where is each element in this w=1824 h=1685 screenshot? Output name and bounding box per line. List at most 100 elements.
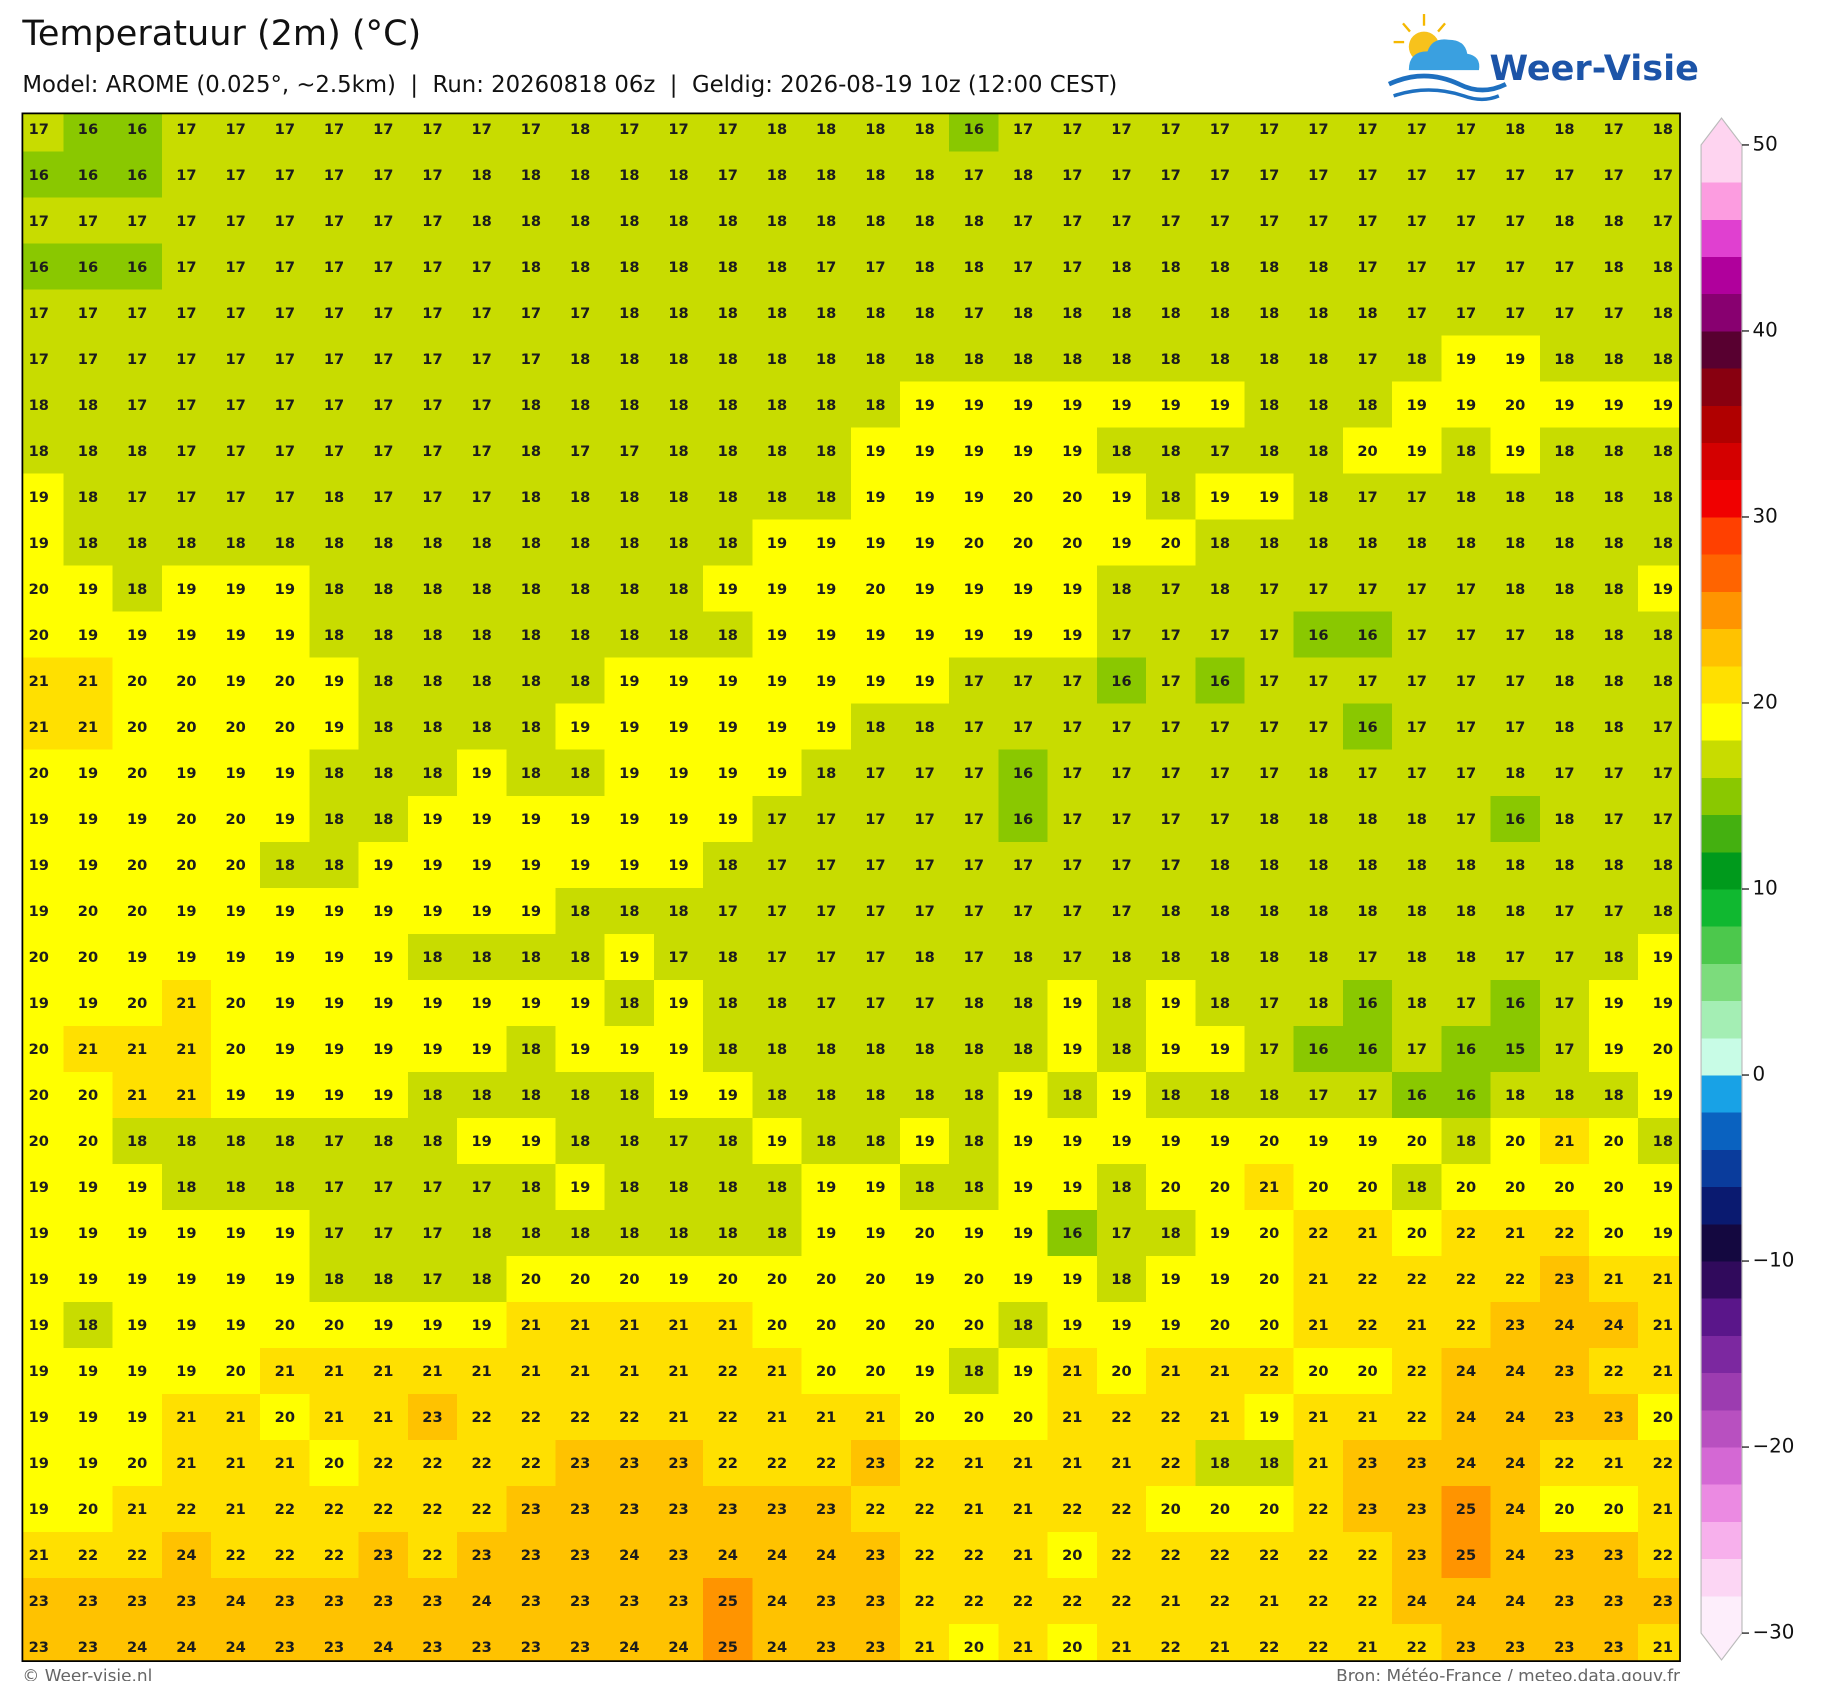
temperature-cell [358, 1485, 409, 1533]
colorbar-band [1701, 368, 1742, 406]
temperature-cell [1539, 289, 1590, 337]
temperature-label: 19 [472, 1041, 492, 1058]
temperature-cell [1539, 887, 1590, 935]
temperature-label: 17 [1210, 765, 1230, 782]
temperature-label: 20 [816, 1271, 836, 1288]
temperature-cell [260, 749, 311, 797]
temperature-cell [1490, 841, 1541, 889]
logo-cloud [1408, 39, 1480, 71]
temperature-cell [22, 1209, 65, 1257]
temperature-label: 19 [619, 949, 639, 966]
temperature-cell [998, 841, 1049, 889]
temperature-label: 19 [1653, 995, 1673, 1012]
temperature-label: 20 [176, 811, 196, 828]
temperature-label: 19 [1603, 397, 1623, 414]
temperature-label: 19 [668, 811, 688, 828]
temperature-cell [1244, 1347, 1295, 1395]
temperature-label: 18 [1357, 305, 1377, 322]
temperature-label: 22 [1456, 1225, 1476, 1242]
temperature-label: 20 [275, 1317, 295, 1334]
temperature-label: 18 [668, 305, 688, 322]
temperature-cell [1441, 1025, 1492, 1073]
temperature-cell [1392, 289, 1443, 337]
colorbar-band [1701, 1075, 1742, 1113]
temperature-cell [1392, 703, 1443, 751]
subtitle: Model: AROME (0.025°, ~2.5km) | Run: 202… [22, 72, 1117, 98]
temperature-label: 17 [1653, 719, 1673, 736]
temperature-label: 19 [422, 1317, 442, 1334]
temperature-label: 17 [1505, 949, 1525, 966]
temperature-cell [1441, 933, 1492, 981]
temperature-label: 19 [1456, 351, 1476, 368]
temperature-cell [703, 611, 754, 659]
temperature-cell [801, 197, 852, 245]
temperature-cell [555, 749, 606, 797]
temperature-cell [457, 933, 508, 981]
colorbar-band [1701, 591, 1742, 630]
temperature-label: 22 [1308, 1593, 1328, 1610]
temperature-label: 17 [914, 995, 934, 1012]
temperature-label: 18 [570, 489, 590, 506]
temperature-label: 17 [865, 995, 885, 1012]
temperature-cell [1096, 703, 1147, 751]
temperature-cell [604, 611, 655, 659]
temperature-cell [752, 289, 803, 337]
temperature-label: 18 [1653, 443, 1673, 460]
temperature-label: 18 [1013, 305, 1033, 322]
temperature-label: 18 [619, 1133, 639, 1150]
temperature-label: 17 [1013, 719, 1033, 736]
temperature-cell [1392, 1347, 1443, 1395]
temperature-label: 21 [914, 1639, 934, 1656]
temperature-label: 19 [865, 535, 885, 552]
temperature-label: 19 [521, 857, 541, 874]
temperature-cell [1589, 1163, 1639, 1211]
temperature-label: 21 [1259, 1593, 1279, 1610]
temperature-cell [653, 565, 704, 613]
temperature-label: 17 [816, 857, 836, 874]
temperature-label: 19 [964, 397, 984, 414]
temperature-label: 20 [1653, 1041, 1673, 1058]
temperature-label: 17 [1505, 213, 1525, 230]
temperature-label: 18 [422, 765, 442, 782]
temperature-cell [407, 427, 458, 475]
temperature-label: 17 [1456, 673, 1476, 690]
temperature-cell [161, 933, 212, 981]
temperature-label: 21 [176, 1409, 196, 1426]
temperature-label: 19 [1161, 397, 1181, 414]
temperature-label: 20 [1505, 1133, 1525, 1150]
temperature-label: 19 [29, 1271, 49, 1288]
temperature-cell [555, 933, 606, 981]
temperature-label: 21 [1259, 1179, 1279, 1196]
temperature-label: 18 [1013, 995, 1033, 1012]
temperature-label: 18 [865, 397, 885, 414]
temperature-label: 19 [1308, 1133, 1328, 1150]
temperature-label: 18 [1407, 535, 1427, 552]
temperature-cell [506, 657, 557, 705]
temperature-cell [900, 473, 950, 521]
temperature-cell [309, 565, 360, 613]
temperature-label: 18 [865, 719, 885, 736]
temperature-label: 19 [1013, 1363, 1033, 1380]
temperature-cell [1096, 1025, 1147, 1073]
temperature-label: 18 [1161, 903, 1181, 920]
temperature-label: 18 [373, 581, 393, 598]
temperature-cell [1539, 749, 1590, 797]
temperature-label: 24 [1554, 1317, 1574, 1334]
temperature-cell [112, 519, 163, 567]
temperature-label: 19 [816, 1179, 836, 1196]
temperature-cell [260, 1209, 311, 1257]
temperature-cell [1195, 1439, 1246, 1487]
temperature-cell [161, 1117, 212, 1165]
temperature-label: 22 [1308, 1501, 1328, 1518]
temperature-label: 17 [1456, 167, 1476, 184]
temperature-label: 22 [1111, 1501, 1131, 1518]
temperature-cell [1392, 565, 1443, 613]
temperature-cell [801, 113, 852, 153]
temperature-label: 21 [176, 995, 196, 1012]
temperature-cell [949, 841, 1000, 889]
temperature-cell [604, 657, 655, 705]
temperature-label: 19 [1062, 995, 1082, 1012]
temperature-cell [506, 887, 557, 935]
temperature-label: 17 [472, 1179, 492, 1196]
temperature-label: 18 [472, 1087, 492, 1104]
